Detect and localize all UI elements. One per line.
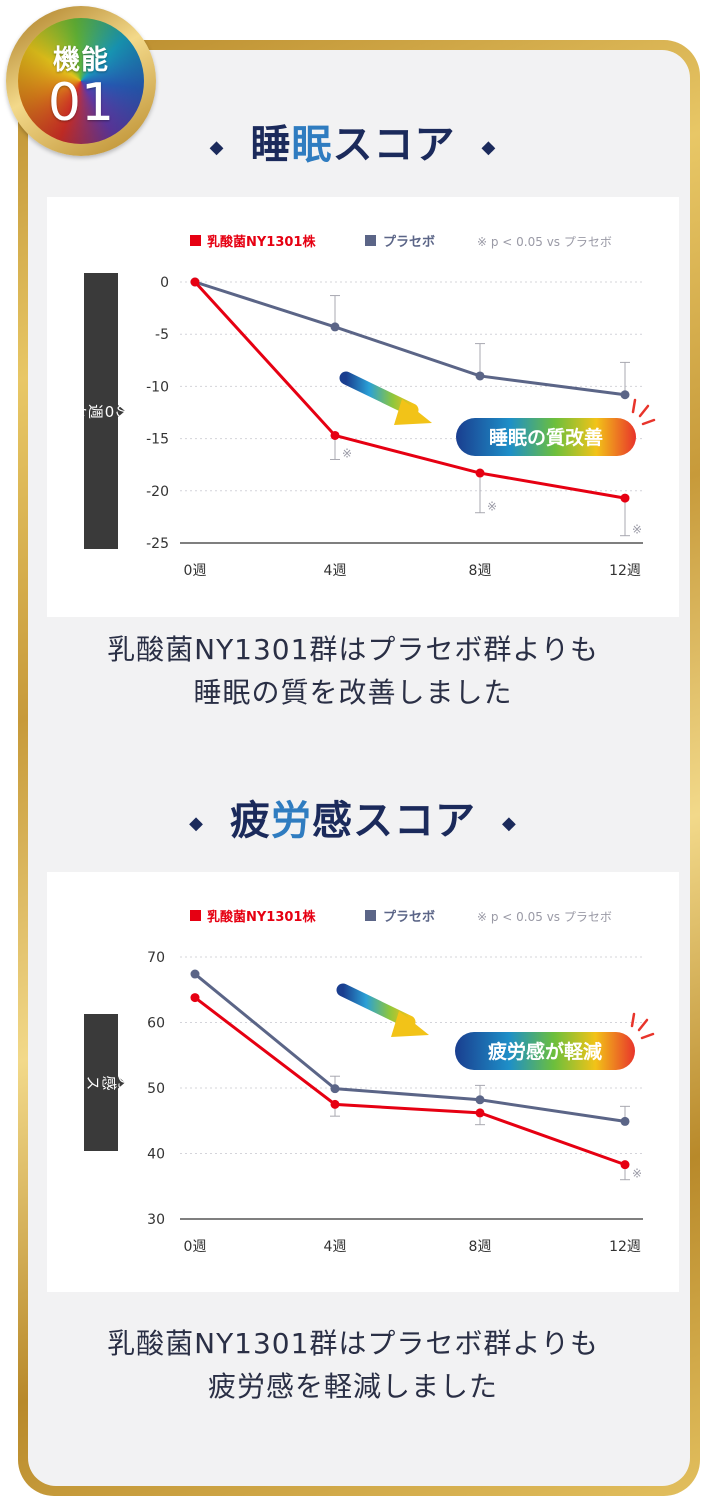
y-axis-label-box: [84, 1014, 118, 1151]
legend-label-placebo: プラセボ: [383, 234, 435, 250]
diamond-icon: ◆: [481, 136, 497, 158]
significance-mark: ※: [632, 523, 642, 537]
badge-rainbow: 機能 01: [18, 18, 144, 144]
legend-significance-note: ※ p < 0.05 vs プラセボ: [477, 910, 612, 924]
x-tick-label: 4週: [324, 1239, 347, 1255]
y-axis-label-pointer: [118, 1076, 125, 1089]
y-tick-label: -20: [146, 484, 169, 500]
fatigue-score-chart: 乳酸菌NY1301株 プラセボ ※ p < 0.05 vs プラセボ 70 60 50 40…: [53, 909, 655, 1255]
caption-line: 疲労感を軽減しました: [207, 1370, 498, 1403]
series-line-placebo: [194, 280, 626, 397]
legend-label-nyt1301: 乳酸菌NY1301株: [207, 909, 316, 925]
data-point-placebo: [190, 969, 200, 979]
sparkle-mark: [641, 418, 656, 426]
data-point-placebo: [330, 322, 340, 332]
badge-label: 機能: [53, 45, 109, 76]
sparkle-mark: [637, 1018, 649, 1032]
data-point-nyt1301: [475, 1108, 485, 1118]
legend-swatch-placebo: [365, 235, 376, 246]
caption-line: 睡眠の質を改善しました: [193, 676, 513, 709]
trend-arrow-head: [391, 1011, 429, 1037]
y-tick-label: 40: [147, 1147, 165, 1163]
callout-text: 疲労感が軽減: [488, 1040, 602, 1063]
series-line-nyt1301: [193, 280, 626, 500]
data-point-nyt1301: [330, 430, 340, 440]
significance-mark: ※: [487, 500, 497, 514]
caption-line: 乳酸菌NY1301群はプラセボ群よりも: [107, 633, 599, 666]
data-point-nyt1301: [190, 993, 200, 1003]
y-tick-label: -5: [155, 327, 169, 343]
y-axis-label-box: [84, 273, 118, 549]
fatigue-caption: 乳酸菌NY1301群はプラセボ群よりも 疲労感を軽減しました: [0, 1322, 706, 1408]
callout-pill: [456, 418, 636, 456]
y-tick-label: -15: [146, 432, 169, 448]
x-tick-label: 0週: [184, 563, 207, 579]
caption-line: 乳酸菌NY1301群はプラセボ群よりも: [107, 1327, 599, 1360]
y-tick-label: 60: [147, 1016, 165, 1032]
data-point-nyt1301: [190, 277, 200, 287]
y-tick-label: -10: [146, 379, 169, 395]
legend-swatch-red: [190, 235, 201, 246]
y-tick-label: 0: [160, 275, 169, 291]
data-point-placebo: [620, 1116, 630, 1126]
x-tick-label: 0週: [184, 1239, 207, 1255]
data-point-placebo: [620, 390, 630, 400]
sparkle-mark: [640, 1032, 655, 1040]
sparkle-mark: [631, 398, 637, 414]
legend-swatch-placebo: [365, 910, 376, 921]
x-tick-label: 12週: [609, 1239, 641, 1255]
data-point-placebo: [475, 1095, 485, 1105]
y-tick-label: 30: [147, 1212, 165, 1228]
legend-significance-note: ※ p < 0.05 vs プラセボ: [477, 235, 612, 249]
sleep-section-title: ◆ 睡眠スコア ◆: [209, 122, 497, 168]
callout-pill: [455, 1032, 635, 1070]
data-point-placebo: [475, 371, 485, 381]
sparkle-mark: [630, 1012, 636, 1028]
diamond-icon: ◆: [189, 812, 204, 834]
legend-swatch-red: [190, 910, 201, 921]
callout-text: 睡眠の質改善: [489, 426, 603, 449]
data-point-nyt1301: [620, 1160, 630, 1170]
sparkle-mark: [638, 404, 650, 418]
significance-mark: ※: [632, 1167, 642, 1181]
y-axis-label: 疲労感スコア: [53, 1074, 149, 1092]
legend-label-nyt1301: 乳酸菌NY1301株: [207, 234, 316, 250]
trend-arrow-head: [394, 399, 432, 425]
x-tick-label: 8週: [469, 563, 492, 579]
sleep-chart-card: 乳酸菌NY1301株 プラセボ ※ p < 0.05 vs プラセボ 0 -5 -10 -1…: [47, 197, 679, 617]
data-point-nyt1301: [620, 493, 630, 503]
x-tick-label: 12週: [609, 563, 641, 579]
legend-label-placebo: プラセボ: [383, 909, 435, 925]
series-line-placebo: [194, 972, 626, 1123]
significance-mark: ※: [342, 446, 352, 460]
y-axis-label-pointer: [118, 405, 125, 417]
diamond-icon: ◆: [209, 136, 225, 158]
data-point-nyt1301: [475, 468, 485, 478]
sleep-caption: 乳酸菌NY1301群はプラセボ群よりも 睡眠の質を改善しました: [0, 628, 706, 714]
x-tick-label: 4週: [324, 563, 347, 579]
y-tick-label: 70: [147, 950, 165, 966]
series-line-nyt1301: [194, 996, 626, 1167]
y-axis-label: 睡眠スコアの0週からの変化量: [47, 402, 210, 420]
badge-number: 01: [47, 73, 115, 133]
fatigue-section-title: ◆ 疲労感スコア ◆: [189, 798, 517, 844]
sleep-score-chart: 乳酸菌NY1301株 プラセボ ※ p < 0.05 vs プラセボ 0 -5 -10 -1…: [47, 234, 656, 579]
x-tick-label: 8週: [469, 1239, 492, 1255]
data-point-placebo: [330, 1084, 340, 1094]
diamond-icon: ◆: [502, 812, 517, 834]
data-point-nyt1301: [330, 1099, 340, 1109]
fatigue-chart-card: 乳酸菌NY1301株 プラセボ ※ p < 0.05 vs プラセボ 70 60 50 40…: [47, 872, 679, 1292]
y-tick-label: 50: [147, 1081, 165, 1097]
y-tick-label: -25: [146, 536, 169, 552]
feature-badge: 機能 01: [6, 6, 156, 156]
